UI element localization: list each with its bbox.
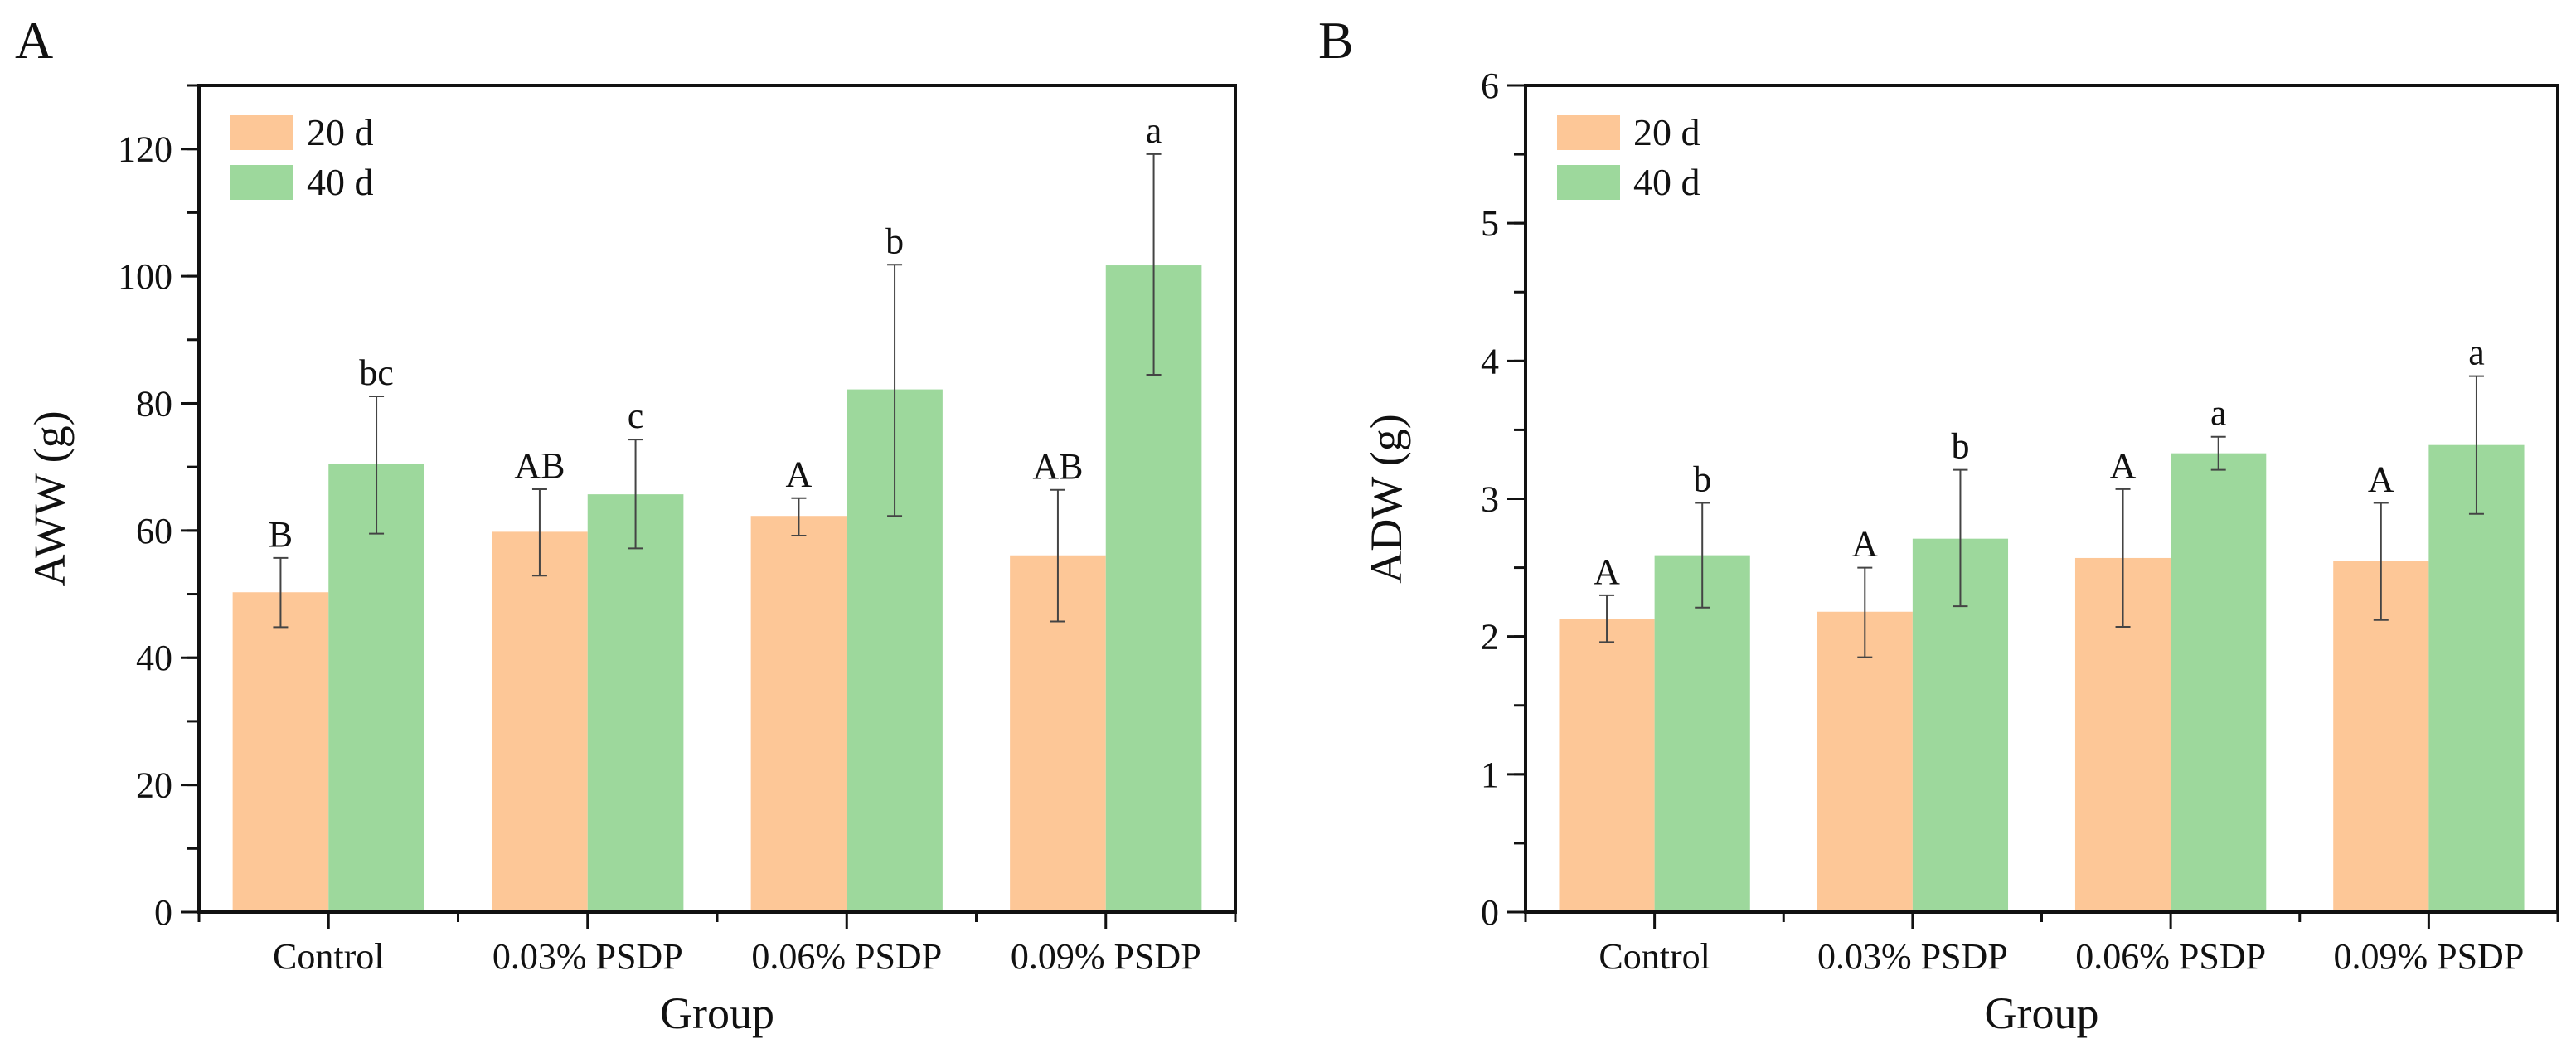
legend: 20 d 40 d bbox=[1557, 111, 1700, 203]
significance-letter: AB bbox=[1032, 446, 1083, 487]
legend-label: 40 d bbox=[1633, 161, 1700, 203]
bar bbox=[2428, 444, 2525, 912]
x-tick-label: 0.03% PSDP bbox=[1817, 936, 2008, 977]
y-tick-label: 1 bbox=[1481, 755, 1499, 795]
significance-letter: AB bbox=[514, 445, 565, 486]
y-tick-label: 0 bbox=[1481, 892, 1499, 933]
significance-letter: bc bbox=[359, 352, 394, 393]
significance-letter: a bbox=[2468, 332, 2485, 373]
bar bbox=[750, 516, 847, 912]
legend-swatch bbox=[1557, 115, 1620, 150]
panel-label: A bbox=[15, 11, 53, 70]
bar bbox=[587, 494, 684, 912]
significance-letter: B bbox=[269, 514, 293, 555]
legend-swatch bbox=[1557, 165, 1620, 200]
y-tick-label: 20 bbox=[136, 765, 172, 806]
legend-label: 20 d bbox=[1633, 111, 1700, 153]
y-tick-label: 2 bbox=[1481, 617, 1499, 658]
significance-letter: b bbox=[885, 221, 904, 261]
significance-letter: A bbox=[1851, 524, 1878, 565]
y-tick-label: 5 bbox=[1481, 203, 1499, 244]
y-axis-title: AWW (g) bbox=[25, 410, 75, 586]
bar bbox=[1559, 619, 1655, 912]
legend-swatch bbox=[230, 115, 293, 150]
significance-letter: b bbox=[1951, 426, 1969, 467]
significance-letter: A bbox=[2368, 459, 2394, 499]
y-tick-label: 3 bbox=[1481, 479, 1499, 520]
x-tick-label: Control bbox=[273, 936, 384, 977]
x-axis-title: Group bbox=[1985, 988, 2099, 1038]
significance-letter: c bbox=[628, 396, 644, 436]
x-axis-title: Group bbox=[660, 988, 774, 1038]
x-tick-label: Control bbox=[1598, 936, 1710, 977]
y-axis-title: ADW (g) bbox=[1361, 414, 1411, 583]
bar bbox=[1654, 555, 1750, 912]
significance-letter: A bbox=[2110, 445, 2137, 486]
bar bbox=[232, 592, 329, 912]
significance-letter: A bbox=[786, 454, 813, 495]
x-tick-label: 0.06% PSDP bbox=[2075, 936, 2266, 977]
legend-swatch bbox=[230, 165, 293, 200]
x-tick-label: 0.09% PSDP bbox=[2333, 936, 2524, 977]
x-tick-label: 0.03% PSDP bbox=[492, 936, 683, 977]
x-tick-label: 0.06% PSDP bbox=[751, 936, 942, 977]
y-tick-label: 120 bbox=[118, 129, 172, 170]
significance-letter: b bbox=[1693, 459, 1711, 499]
significance-letter: a bbox=[1146, 110, 1162, 151]
y-tick-label: 60 bbox=[136, 511, 172, 551]
legend-label: 40 d bbox=[307, 161, 374, 203]
panel-label: B bbox=[1318, 11, 1354, 70]
bar bbox=[492, 532, 588, 912]
y-tick-label: 6 bbox=[1481, 66, 1499, 106]
bar bbox=[2171, 453, 2267, 912]
x-tick-label: 0.09% PSDP bbox=[1011, 936, 1201, 977]
y-tick-label: 100 bbox=[118, 256, 172, 297]
bar bbox=[1817, 611, 1913, 912]
legend-label: 20 d bbox=[307, 111, 374, 153]
y-tick-label: 4 bbox=[1481, 341, 1499, 381]
chart-panel-b: B A A A Ab b a a 0 1 2 3 4 5 6 Control 0.03% PSDP 0.06% P… bbox=[1318, 11, 2559, 1038]
y-tick-label: 80 bbox=[136, 383, 172, 424]
significance-letter: A bbox=[1594, 551, 1620, 592]
legend: 20 d 40 d bbox=[230, 111, 374, 203]
significance-letter: a bbox=[2210, 393, 2227, 434]
y-tick-label: 0 bbox=[154, 892, 172, 933]
bar bbox=[328, 464, 424, 912]
y-tick-label: 40 bbox=[136, 638, 172, 678]
